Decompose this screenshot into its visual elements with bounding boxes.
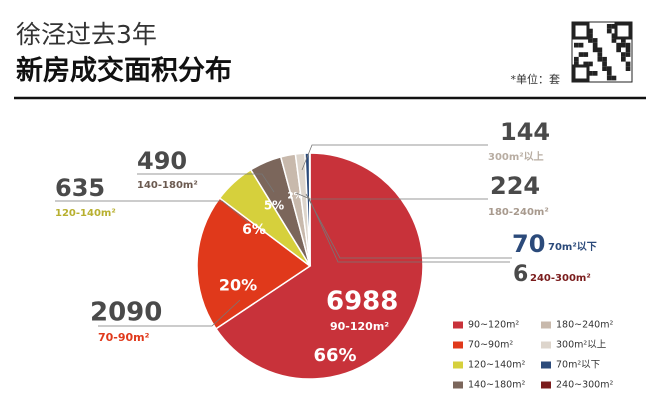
qr-cell	[583, 52, 589, 57]
qr-cell	[616, 42, 621, 48]
qr-finder	[614, 22, 632, 40]
percent-label: 20%	[219, 276, 257, 295]
qr-cell	[625, 61, 631, 67]
leader-line	[137, 173, 275, 193]
qr-cell	[583, 61, 589, 67]
callout-label: 70m²以下	[548, 241, 597, 253]
percent-label: 66%	[313, 345, 356, 366]
qr-cell	[592, 47, 598, 53]
qr-cell	[588, 38, 593, 43]
legend-swatch	[453, 321, 463, 329]
qr-cell	[602, 56, 607, 62]
leader-line	[305, 193, 512, 259]
callout-value: 6	[513, 262, 528, 287]
leader-line	[301, 144, 488, 171]
callout-value: 490	[137, 147, 187, 175]
qr-cell	[616, 47, 621, 53]
callout-label: 70-90m²	[98, 331, 150, 344]
qr-cell	[592, 71, 598, 76]
qr-cell	[625, 52, 631, 57]
callout-value: 70	[512, 230, 545, 258]
unit-label: *单位：套	[511, 72, 561, 86]
callout-value: 635	[55, 174, 105, 202]
qr-cell	[588, 33, 593, 39]
legend-label: 300m²以上	[556, 340, 607, 351]
qr-cell	[588, 71, 593, 76]
qr-cell	[578, 52, 584, 57]
qr-cell	[621, 42, 626, 48]
legend-label: 180~240m²	[556, 320, 613, 331]
legend-label: 120~140m²	[468, 360, 525, 371]
qr-cell	[621, 52, 626, 57]
qr-code	[571, 21, 633, 83]
callout-value: 224	[490, 172, 540, 200]
qr-cell	[611, 24, 617, 29]
legend-label: 70m²以下	[556, 360, 600, 371]
qr-cell	[602, 61, 607, 67]
qr-cell	[574, 61, 579, 67]
chart-title: 徐泾过去3年	[16, 20, 157, 49]
callout-label: 140-180m²	[137, 180, 198, 191]
qr-cell	[574, 42, 579, 48]
qr-cell	[611, 75, 617, 81]
qr-cell	[606, 28, 612, 34]
qr-cell	[606, 71, 612, 76]
callout-value: 6988	[326, 287, 398, 317]
qr-cell	[606, 75, 612, 81]
qr-cell	[578, 42, 584, 48]
percent-label: 2%	[287, 192, 302, 202]
qr-cell	[606, 24, 612, 29]
callout-label: 180-240m²	[488, 207, 549, 218]
qr-cell	[574, 56, 579, 62]
qr-cell	[588, 28, 593, 34]
qr-cell	[588, 61, 593, 67]
percent-label: 6%	[242, 222, 266, 238]
qr-cell	[611, 38, 617, 43]
legend-swatch	[453, 381, 463, 389]
leader-line	[98, 299, 241, 327]
qr-cell	[621, 38, 626, 43]
qr-cell	[606, 66, 612, 71]
pie-slice	[214, 152, 424, 380]
leader-line	[55, 200, 249, 223]
legend-swatch	[541, 341, 551, 349]
legend-label: 70~90m²	[468, 340, 513, 351]
callout-value: 2090	[90, 298, 162, 328]
legend-label: 240~300m²	[556, 380, 613, 391]
callout-label: 120-140m²	[55, 208, 116, 219]
qr-cell	[625, 66, 631, 71]
legend-swatch	[453, 361, 463, 369]
qr-cell	[611, 33, 617, 39]
qr-cell	[592, 38, 598, 43]
qr-cell	[597, 56, 603, 62]
callout-label: 300m²以上	[488, 150, 544, 163]
chart-subtitle: 新房成交面积分布	[16, 55, 232, 87]
legend-swatch	[541, 361, 551, 369]
qr-cell	[597, 52, 603, 57]
leader-line	[307, 195, 510, 263]
percent-label: 5%	[264, 199, 284, 213]
qr-cell	[625, 42, 631, 48]
qr-cell	[621, 56, 626, 62]
leader-line	[295, 192, 488, 200]
qr-finder	[572, 64, 590, 82]
callout-label: 240-300m²	[530, 273, 591, 284]
qr-finder	[572, 22, 590, 40]
legend-label: 140~180m²	[468, 380, 525, 391]
legend-label: 90~120m²	[468, 320, 519, 331]
qr-cell	[597, 47, 603, 53]
pie-slice	[196, 197, 312, 330]
callout-label: 90-120m²	[330, 320, 389, 333]
qr-cell	[625, 47, 631, 53]
qr-cell	[602, 66, 607, 71]
legend-swatch	[541, 321, 551, 329]
callout-value: 144	[500, 118, 550, 146]
legend-swatch	[453, 341, 463, 349]
qr-cell	[592, 42, 598, 48]
legend-swatch	[541, 381, 551, 389]
